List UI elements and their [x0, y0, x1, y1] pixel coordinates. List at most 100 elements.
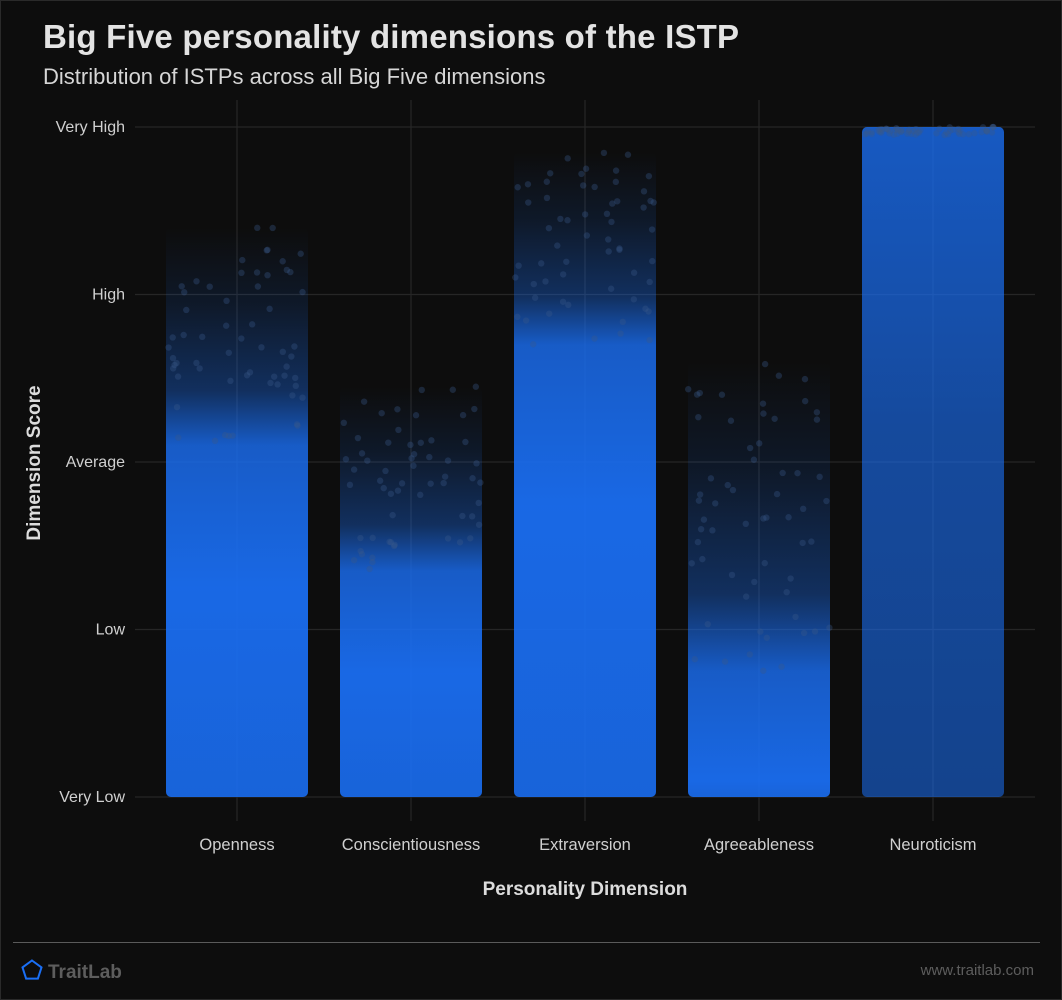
- data-point: [751, 578, 758, 586]
- data-point: [947, 127, 954, 134]
- data-point: [266, 305, 273, 313]
- data-point: [771, 415, 778, 422]
- data-point: [196, 365, 203, 372]
- data-point: [878, 125, 885, 133]
- data-point: [580, 182, 587, 189]
- data-point: [183, 306, 190, 314]
- data-point: [357, 547, 364, 555]
- data-point: [750, 456, 758, 463]
- data-point: [898, 128, 905, 135]
- data-point: [239, 256, 246, 264]
- data-point: [693, 391, 701, 398]
- strip-agreeableness: [688, 361, 830, 797]
- data-point: [426, 453, 433, 461]
- data-point: [979, 124, 987, 131]
- data-point: [364, 457, 371, 464]
- data-point: [369, 554, 376, 561]
- data-point: [225, 349, 232, 356]
- data-point: [410, 451, 418, 458]
- data-point: [933, 130, 940, 137]
- data-point: [391, 541, 398, 549]
- data-point: [390, 542, 398, 550]
- data-point: [444, 535, 452, 542]
- data-point: [267, 379, 274, 387]
- data-point: [559, 298, 567, 305]
- data-point: [350, 556, 358, 564]
- data-point: [387, 490, 395, 497]
- data-point: [471, 405, 478, 413]
- data-point: [557, 215, 564, 223]
- data-point: [600, 149, 608, 157]
- data-point: [763, 514, 770, 521]
- y-tick-label: Average: [66, 454, 125, 471]
- x-tick-label: Extraversion: [539, 836, 631, 854]
- data-point: [893, 125, 900, 132]
- x-tick-label: Neuroticism: [889, 836, 976, 854]
- data-point: [861, 131, 869, 138]
- x-tick-label: Conscientiousness: [342, 836, 481, 854]
- brand[interactable]: TraitLab: [20, 958, 122, 987]
- data-point: [894, 130, 901, 137]
- data-point: [171, 361, 178, 369]
- data-point: [799, 539, 806, 547]
- data-point: [757, 628, 764, 635]
- data-point: [864, 128, 871, 135]
- data-point: [603, 210, 611, 218]
- data-point: [206, 283, 213, 290]
- data-point: [955, 128, 962, 136]
- data-point: [811, 628, 819, 635]
- data-point: [238, 335, 245, 342]
- x-tick-label: Openness: [199, 836, 274, 854]
- data-point: [538, 260, 545, 267]
- data-point: [387, 539, 395, 546]
- data-point: [559, 271, 567, 278]
- y-tick-label: Very Low: [59, 789, 125, 806]
- data-point: [358, 450, 366, 457]
- website-link[interactable]: www.traitlab.com: [920, 962, 1034, 979]
- data-point: [178, 283, 185, 290]
- data-point: [283, 266, 291, 274]
- data-point: [773, 490, 781, 498]
- data-point: [543, 194, 551, 202]
- data-point: [340, 419, 348, 427]
- data-point: [695, 413, 702, 421]
- y-tick-label: Very High: [56, 119, 125, 136]
- data-point: [468, 513, 476, 520]
- data-point: [169, 334, 176, 341]
- data-point: [775, 372, 783, 379]
- data-point: [369, 558, 376, 566]
- data-point: [279, 348, 286, 356]
- data-point: [988, 129, 996, 136]
- data-point: [617, 330, 624, 337]
- data-point: [581, 211, 589, 218]
- data-point: [385, 439, 392, 446]
- data-point: [563, 258, 570, 265]
- data-point: [709, 527, 716, 534]
- data-point: [522, 317, 530, 324]
- data-point: [898, 126, 906, 134]
- data-point: [254, 283, 262, 290]
- data-point: [884, 126, 892, 133]
- data-point: [724, 481, 731, 489]
- data-point: [243, 372, 251, 379]
- data-point: [181, 289, 188, 296]
- data-point: [965, 131, 973, 138]
- data-point: [591, 183, 598, 191]
- data-point: [983, 127, 990, 134]
- y-tick-labels: Very Low Low Average High Very High: [56, 119, 126, 806]
- data-point: [608, 218, 615, 226]
- data-point: [957, 126, 964, 134]
- data-point: [728, 571, 736, 579]
- data-point: [642, 305, 649, 312]
- strip-neuroticism: [862, 127, 1004, 797]
- data-point: [554, 242, 561, 249]
- data-point: [646, 336, 653, 344]
- data-point: [891, 126, 899, 134]
- data-point: [514, 313, 521, 321]
- data-point: [221, 431, 229, 439]
- data-point: [684, 386, 692, 393]
- data-point: [459, 512, 466, 520]
- data-point: [616, 246, 623, 253]
- data-point: [759, 400, 767, 407]
- data-point: [530, 341, 537, 348]
